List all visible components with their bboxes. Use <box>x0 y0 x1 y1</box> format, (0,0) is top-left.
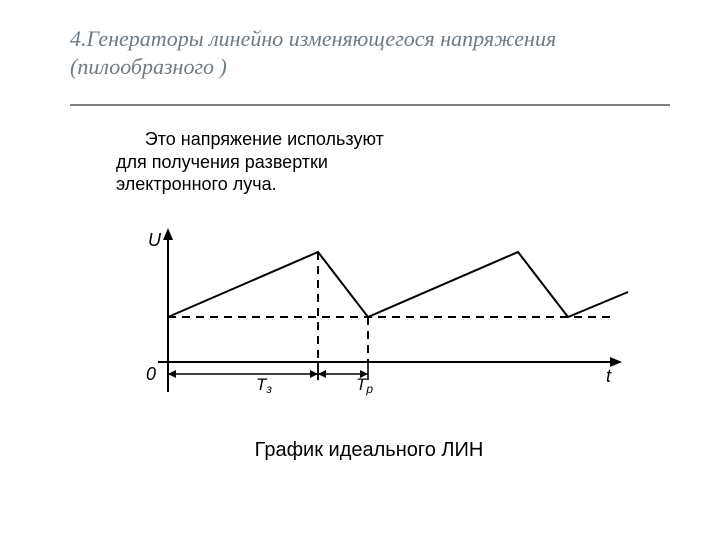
waveform-svg: U 0 t Тз Тр <box>108 222 630 422</box>
svg-text:0: 0 <box>146 364 156 384</box>
description-paragraph: Это напряжение используют для получения … <box>116 128 386 196</box>
svg-text:U: U <box>148 230 162 250</box>
waveform-diagram: U 0 t Тз Тр График идеального ЛИН <box>108 222 630 462</box>
svg-text:Тр: Тр <box>356 375 373 396</box>
title-divider <box>70 104 670 106</box>
svg-text:Тз: Тз <box>256 375 272 396</box>
slide-title: 4.Генераторы линейно изменяющегося напря… <box>70 25 670 80</box>
svg-text:t: t <box>606 366 612 386</box>
diagram-caption: График идеального ЛИН <box>108 439 630 462</box>
